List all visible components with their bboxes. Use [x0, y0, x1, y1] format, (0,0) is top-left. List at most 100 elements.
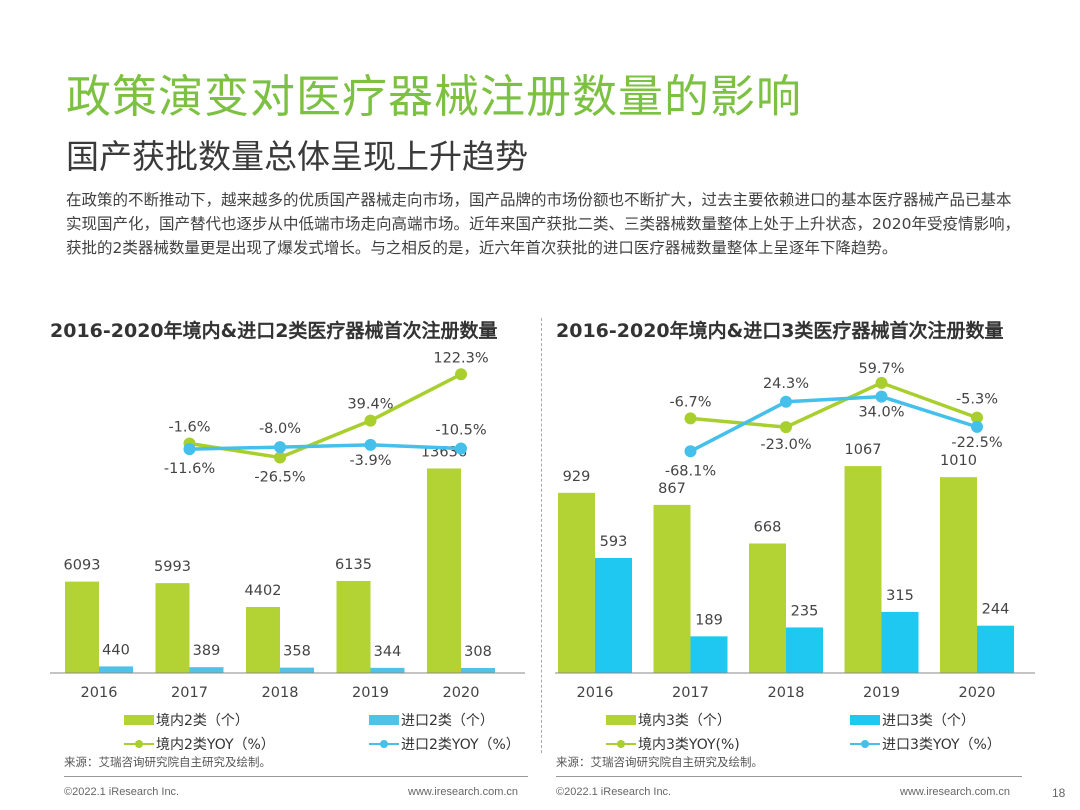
yoy-import-point	[455, 442, 467, 455]
yoy-import-point	[780, 395, 792, 408]
page-subtitle: 国产获批数量总体呈现上升趋势	[66, 137, 528, 176]
yoy-import-point	[364, 438, 377, 451]
legend-item-domestic-2-bar: 境内2类（个）	[124, 710, 249, 730]
bar-import	[370, 667, 405, 673]
chart-right-svg: 929 593 2016 867 189 2017 668 235 2018 1067 315 201…	[555, 361, 1035, 701]
yoy-domestic-label: -26.5%	[254, 469, 305, 485]
legend-bar-swatch	[124, 715, 154, 725]
chart-left-svg: 6093 440 2016 5993 389 2017 4402 358 2018 6135 344…	[50, 350, 525, 701]
bar-label-import: 358	[283, 644, 311, 660]
legend-line-swatch	[850, 737, 880, 751]
yoy-import-label: -3.9%	[349, 453, 391, 469]
bar-domestic	[65, 581, 99, 673]
yoy-import-label: -10.5%	[435, 423, 486, 439]
bar-label-import: 315	[886, 588, 914, 604]
bar-label-domestic: 867	[658, 481, 686, 497]
yoy-domestic-label: -5.3%	[956, 392, 998, 408]
legend-label: 进口2类（个）	[401, 713, 494, 729]
x-tick-label: 2019	[863, 685, 900, 701]
legend-bar-swatch	[850, 715, 880, 725]
legend-label: 进口2类YOY（%）	[401, 737, 520, 753]
yoy-domestic-point	[971, 411, 983, 424]
chart-left-title: 2016-2020年境内&进口2类医疗器械首次注册数量	[50, 320, 498, 342]
bar-domestic	[844, 466, 882, 673]
yoy-import-label: -68.1%	[665, 463, 716, 479]
bar-label-domestic: 4402	[245, 583, 282, 599]
bar-label-import: 440	[102, 642, 130, 658]
x-tick-label: 2018	[768, 685, 805, 701]
bar-label-domestic: 668	[754, 519, 782, 535]
legend-label: 境内3类YOY(%)	[638, 737, 740, 753]
legend-line-swatch	[124, 737, 154, 751]
yoy-domestic-label: 122.3%	[433, 350, 488, 366]
bar-import	[786, 627, 823, 673]
chart-right-title: 2016-2020年境内&进口3类医疗器械首次注册数量	[556, 320, 1004, 342]
yoy-import-point	[971, 420, 983, 433]
bar-import	[881, 611, 919, 673]
bar-label-domestic: 1010	[940, 453, 977, 469]
yoy-import-label: 24.3%	[763, 376, 809, 392]
footer-divider-left	[64, 776, 528, 777]
footer-website-right: www.iresearch.com.cn	[900, 786, 1011, 798]
yoy-domestic-point	[364, 414, 377, 427]
yoy-import-line	[689, 394, 978, 453]
x-tick-label: 2020	[443, 685, 480, 701]
bar-domestic	[940, 477, 977, 673]
x-tick-label: 2016	[81, 685, 118, 701]
legend-label: 境内2类YOY（%）	[156, 737, 275, 753]
bar-label-import: 593	[600, 534, 628, 550]
yoy-import-label: -22.5%	[951, 435, 1002, 451]
x-tick-label: 2016	[577, 685, 614, 701]
bar-import	[595, 558, 632, 673]
yoy-domestic-point	[875, 376, 888, 389]
bar-import	[189, 667, 224, 673]
yoy-domestic-label: 39.4%	[347, 397, 393, 413]
page-title: 政策演变对医疗器械注册数量的影响	[66, 70, 803, 123]
legend-label: 境内2类（个）	[156, 713, 249, 729]
yoy-domestic-line	[690, 381, 978, 429]
yoy-domestic-label: -1.6%	[168, 420, 210, 436]
legend-item-domestic-3-yoy: 境内3类YOY(%)	[606, 734, 740, 754]
source-note-right: 来源：艾瑞咨询研究院自主研究及绘制。	[556, 755, 763, 769]
bar-label-domestic: 6093	[64, 558, 101, 574]
legend-bar-swatch	[606, 715, 636, 725]
bar-label-domestic: 929	[563, 469, 591, 485]
yoy-import-point	[875, 390, 888, 403]
bar-domestic	[653, 504, 691, 673]
footer-copyright-right: ©2022.1 iResearch Inc.	[556, 786, 672, 798]
yoy-import-label: -8.0%	[259, 421, 301, 437]
x-tick-label: 2019	[352, 685, 389, 701]
yoy-import-line	[189, 443, 462, 451]
yoy-import-label: -11.6%	[164, 461, 215, 477]
bar-label-import: 344	[374, 644, 402, 660]
yoy-import-point	[183, 443, 196, 456]
legend-label: 境内3类（个）	[638, 713, 731, 729]
x-tick-label: 2017	[672, 685, 709, 701]
legend-item-import-2-bar: 进口2类（个）	[369, 710, 494, 730]
yoy-import-point	[274, 441, 286, 454]
x-tick-label: 2018	[262, 685, 299, 701]
chart-divider	[541, 318, 542, 753]
legend-item-domestic-2-yoy: 境内2类YOY（%）	[124, 734, 275, 754]
legend-item-import-3-yoy: 进口3类YOY（%）	[850, 734, 1001, 754]
x-tick-label: 2020	[959, 685, 996, 701]
bar-domestic	[155, 583, 190, 673]
bar-import	[461, 668, 495, 673]
legend-item-domestic-3-bar: 境内3类（个）	[606, 710, 731, 730]
bar-label-import: 389	[193, 643, 221, 659]
yoy-domestic-point	[274, 451, 286, 464]
bar-import	[99, 666, 133, 673]
footer-divider-right	[556, 776, 1022, 777]
description-paragraph: 在政策的不断推动下，越来越多的优质国产器械走向市场，国产品牌的市场份额也不断扩大…	[66, 191, 1020, 257]
bar-label-import: 244	[982, 602, 1010, 618]
legend-line-swatch	[369, 737, 399, 751]
bar-import	[280, 667, 314, 673]
yoy-domestic-label: 59.7%	[858, 361, 904, 377]
yoy-import-label: 34.0%	[858, 405, 904, 421]
legend-item-import-2-yoy: 进口2类YOY（%）	[369, 734, 520, 754]
bar-domestic	[427, 468, 461, 673]
bar-label-domestic: 6135	[335, 557, 372, 573]
yoy-domestic-point	[780, 421, 792, 434]
bar-label-import: 189	[695, 612, 723, 628]
bar-domestic	[749, 543, 786, 673]
